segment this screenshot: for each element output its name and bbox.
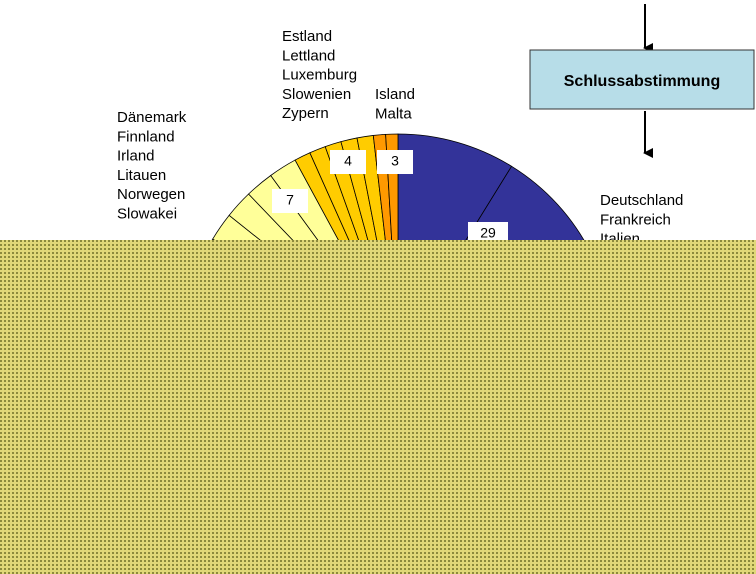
country-name: Deutschland — [600, 192, 683, 209]
country-name: Zypern — [282, 105, 329, 122]
value-label: 4 — [344, 153, 352, 169]
value-label-box — [377, 150, 413, 174]
country-name: Irland — [117, 148, 155, 165]
country-name: Slowakei — [117, 206, 177, 223]
country-name: Frankreich — [600, 211, 671, 228]
labels: 29DeutschlandFrankreichItalien7DänemarkF… — [117, 28, 683, 248]
country-name: Malta — [375, 105, 412, 122]
country-name: Estland — [282, 28, 332, 45]
country-name: Slowenien — [282, 86, 351, 103]
country-name: Litauen — [117, 167, 166, 184]
value-label-box — [272, 189, 308, 213]
value-label-box — [330, 150, 366, 174]
country-name: Island — [375, 86, 415, 103]
value-label: 29 — [480, 225, 496, 241]
flow-box-label: Schlussabstimmung — [564, 73, 720, 90]
overlay — [0, 240, 756, 574]
country-name: Luxemburg — [282, 67, 357, 84]
country-name: Lettland — [282, 47, 335, 64]
country-name: Finnland — [117, 128, 175, 145]
value-label: 7 — [286, 192, 294, 208]
value-label: 3 — [391, 153, 399, 169]
country-name: Dänemark — [117, 109, 187, 126]
country-name: Norwegen — [117, 186, 185, 203]
flow-box — [529, 49, 755, 110]
